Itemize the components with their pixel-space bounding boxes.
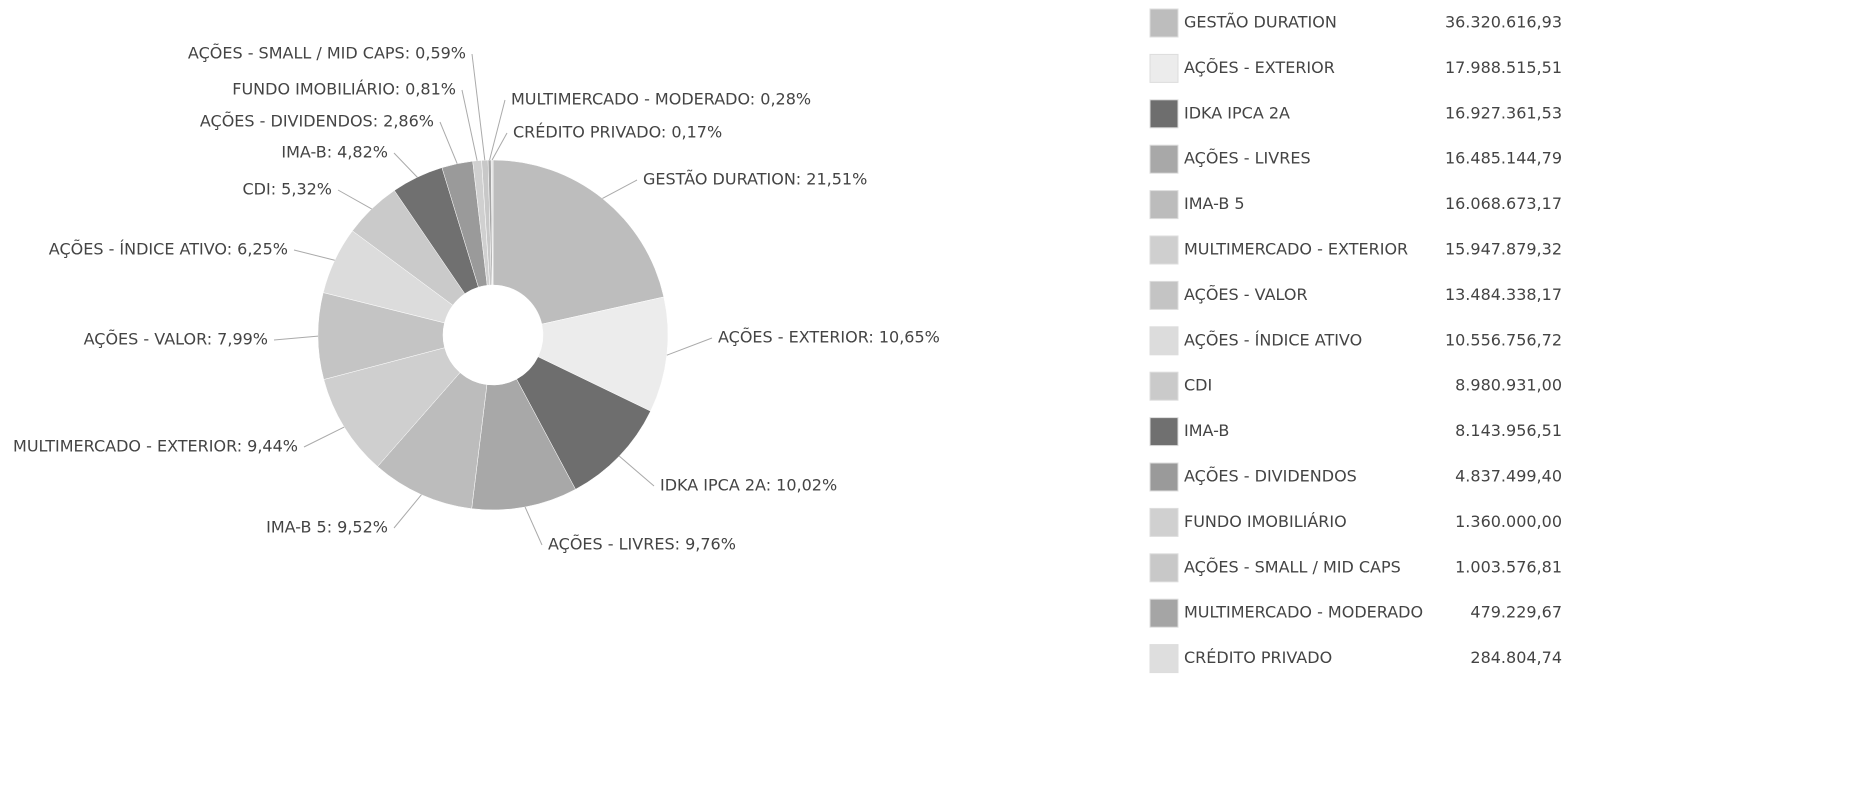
- legend-label: AÇÕES - DIVIDENDOS: [1184, 467, 1357, 486]
- slice: [492, 159, 665, 325]
- leader-line: [471, 53, 486, 161]
- legend-amount: 16.485.144,79: [1445, 149, 1562, 168]
- legend-label: CRÉDITO PRIVADO: [1184, 648, 1332, 667]
- leader-line: [439, 121, 458, 164]
- leader-line: [273, 335, 319, 341]
- legend-amount: 8.980.931,00: [1455, 376, 1562, 395]
- slice-label: AÇÕES - EXTERIOR: 10,65%: [718, 328, 940, 347]
- leader-line: [524, 506, 543, 546]
- legend-amount: 17.988.515,51: [1445, 58, 1562, 77]
- slice: [537, 296, 669, 412]
- slice-label: MULTIMERCADO - EXTERIOR: 9,44%: [13, 437, 298, 456]
- legend-swatch: [1149, 8, 1179, 38]
- leader-line: [618, 455, 655, 487]
- slice-label: IMA-B: 4,82%: [281, 143, 388, 162]
- legend-amount: 15.947.879,32: [1445, 240, 1562, 259]
- legend-amount: 4.837.499,40: [1455, 467, 1562, 486]
- leader-line: [461, 89, 478, 161]
- legend-label: IDKA IPCA 2A: [1184, 103, 1290, 122]
- legend-label: AÇÕES - SMALL / MID CAPS: [1184, 557, 1401, 576]
- slice-label: MULTIMERCADO - MODERADO: 0,28%: [511, 90, 811, 109]
- slice-label: AÇÕES - DIVIDENDOS: 2,86%: [200, 112, 434, 131]
- legend-amount: 13.484.338,17: [1445, 285, 1562, 304]
- legend-swatch: [1149, 53, 1179, 83]
- leader-line: [303, 426, 345, 448]
- legend-swatch: [1149, 190, 1179, 220]
- legend-swatch: [1149, 235, 1179, 265]
- legend-swatch: [1149, 644, 1179, 674]
- slice-label: AÇÕES - ÍNDICE ATIVO: 6,25%: [49, 240, 288, 259]
- legend-label: IMA-B: [1184, 421, 1229, 440]
- leader-line: [491, 132, 508, 161]
- leader-line: [602, 179, 638, 199]
- legend-label: FUNDO IMOBILIÁRIO: [1184, 512, 1347, 531]
- slice-label: AÇÕES - SMALL / MID CAPS: 0,59%: [188, 44, 466, 63]
- legend-swatch: [1149, 598, 1179, 628]
- legend-label: MULTIMERCADO - MODERADO: [1184, 603, 1423, 622]
- leader-line: [666, 337, 713, 356]
- legend-swatch: [1149, 507, 1179, 537]
- legend-label: IMA-B 5: [1184, 194, 1245, 213]
- legend-label: CDI: [1184, 376, 1212, 395]
- leader-line: [393, 494, 422, 529]
- slice-label: AÇÕES - LIVRES: 9,76%: [548, 535, 736, 554]
- slice-label: AÇÕES - VALOR: 7,99%: [84, 330, 268, 349]
- slice-label: FUNDO IMOBILIÁRIO: 0,81%: [232, 80, 456, 99]
- leader-line: [293, 249, 335, 261]
- leader-line: [393, 152, 418, 178]
- legend-amount: 8.143.956,51: [1455, 421, 1562, 440]
- leader-line: [337, 189, 372, 210]
- legend-amount: 16.927.361,53: [1445, 103, 1562, 122]
- legend-amount: 479.229,67: [1470, 603, 1562, 622]
- legend-amount: 1.360.000,00: [1455, 512, 1562, 531]
- legend-label: AÇÕES - EXTERIOR: [1184, 58, 1335, 77]
- legend-label: GESTÃO DURATION: [1184, 13, 1337, 32]
- legend-label: AÇÕES - VALOR: [1184, 285, 1308, 304]
- legend-label: AÇÕES - LIVRES: [1184, 149, 1311, 168]
- legend-amount: 16.068.673,17: [1445, 194, 1562, 213]
- legend-amount: 284.804,74: [1470, 648, 1562, 667]
- leader-line: [489, 99, 506, 161]
- legend-swatch: [1149, 326, 1179, 356]
- slice-label: IDKA IPCA 2A: 10,02%: [660, 476, 837, 495]
- slice-label: IMA-B 5: 9,52%: [266, 518, 388, 537]
- legend-swatch: [1149, 144, 1179, 174]
- legend-swatch: [1149, 553, 1179, 583]
- slice-label: CDI: 5,32%: [242, 180, 332, 199]
- legend-label: AÇÕES - ÍNDICE ATIVO: [1184, 330, 1362, 349]
- legend-amount: 36.320.616,93: [1445, 13, 1562, 32]
- legend-swatch: [1149, 99, 1179, 129]
- legend-swatch: [1149, 462, 1179, 492]
- legend-amount: 10.556.756,72: [1445, 330, 1562, 349]
- legend-swatch: [1149, 371, 1179, 401]
- legend-swatch: [1149, 417, 1179, 447]
- slice: [490, 159, 494, 286]
- legend-amount: 1.003.576,81: [1455, 557, 1562, 576]
- slice-label: GESTÃO DURATION: 21,51%: [643, 170, 867, 189]
- legend-swatch: [1149, 280, 1179, 310]
- legend-label: MULTIMERCADO - EXTERIOR: [1184, 240, 1408, 259]
- slice-label: CRÉDITO PRIVADO: 0,17%: [513, 123, 722, 142]
